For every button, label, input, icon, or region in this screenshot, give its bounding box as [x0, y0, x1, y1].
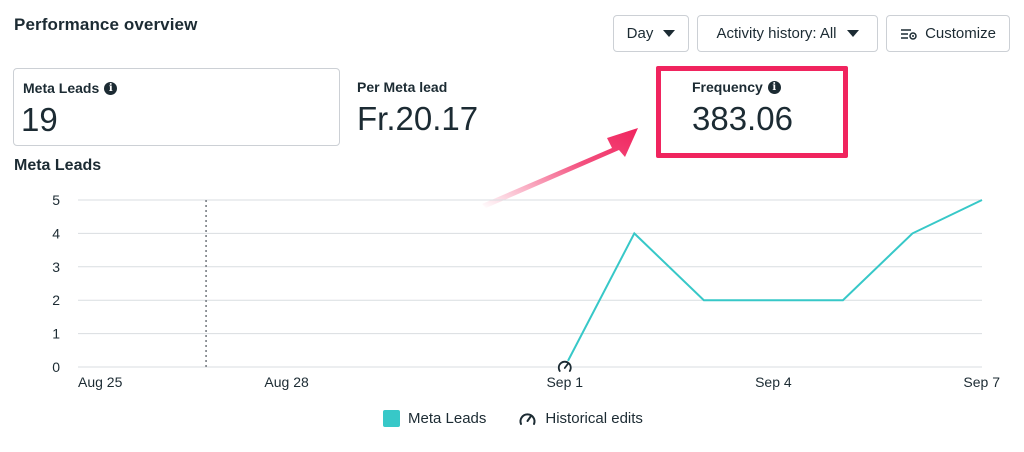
x-tick-label: Aug 28 — [264, 374, 309, 390]
y-tick-label: 0 — [52, 359, 60, 375]
gauge-icon — [519, 412, 536, 425]
metric-value: 19 — [21, 101, 58, 138]
metric-value: Fr.20.17 — [357, 100, 479, 137]
info-icon[interactable]: i — [767, 80, 781, 94]
series-line-meta-leads — [563, 199, 983, 368]
y-tick-label: 4 — [52, 225, 60, 241]
legend-label: Historical edits — [545, 410, 643, 427]
y-tick-label: 1 — [52, 326, 60, 342]
page-title: Performance overview — [14, 15, 198, 34]
sliders-icon — [901, 28, 917, 40]
y-tick-label: 5 — [52, 192, 60, 208]
metric-label: Meta Leads i — [23, 80, 118, 96]
annotation-arrow-icon — [482, 128, 638, 208]
activity-history-dropdown[interactable]: Activity history: All — [697, 15, 878, 52]
y-tick-label: 3 — [52, 259, 60, 275]
legend-swatch — [383, 410, 400, 427]
meta-leads-chart: 0 1 2 3 4 5 Aug 25 Aug 28 Sep 1 Sep 4 Sep 7 — [52, 192, 1000, 390]
metric-value: 383.06 — [692, 100, 793, 137]
metric-card-frequency[interactable]: Frequency i 383.06 — [692, 68, 842, 146]
metric-card-meta-leads[interactable]: Meta Leads i 19 — [13, 68, 340, 146]
x-tick-label: Sep 4 — [755, 374, 792, 390]
metric-label: Frequency i — [692, 79, 781, 95]
day-dropdown-label: Day — [626, 25, 654, 42]
activity-history-label: Activity history: All — [716, 25, 837, 42]
highlight-box — [656, 66, 848, 158]
chart-legend: Meta Leads Historical edits — [383, 410, 675, 427]
chart-title: Meta Leads — [14, 157, 102, 174]
y-tick-label: 2 — [52, 292, 60, 308]
x-tick-label: Aug 25 — [78, 374, 123, 390]
historical-edit-needle — [563, 363, 569, 369]
caret-down-icon — [663, 30, 676, 37]
customize-button[interactable]: Customize — [886, 15, 1010, 52]
x-tick-label: Sep 7 — [963, 374, 1000, 390]
info-icon[interactable]: i — [104, 81, 118, 95]
caret-down-icon — [846, 30, 859, 37]
metric-label: Per Meta lead — [357, 79, 448, 95]
day-dropdown[interactable]: Day — [613, 15, 689, 52]
legend-item-meta-leads[interactable]: Meta Leads — [383, 410, 486, 427]
x-tick-label: Sep 1 — [546, 374, 583, 390]
metric-card-per-meta-lead[interactable]: Per Meta lead Fr.20.17 — [357, 68, 637, 146]
legend-label: Meta Leads — [408, 410, 487, 427]
customize-label: Customize — [925, 25, 996, 42]
legend-item-historical-edits[interactable]: Historical edits — [518, 410, 643, 427]
historical-edit-icon — [557, 360, 572, 372]
